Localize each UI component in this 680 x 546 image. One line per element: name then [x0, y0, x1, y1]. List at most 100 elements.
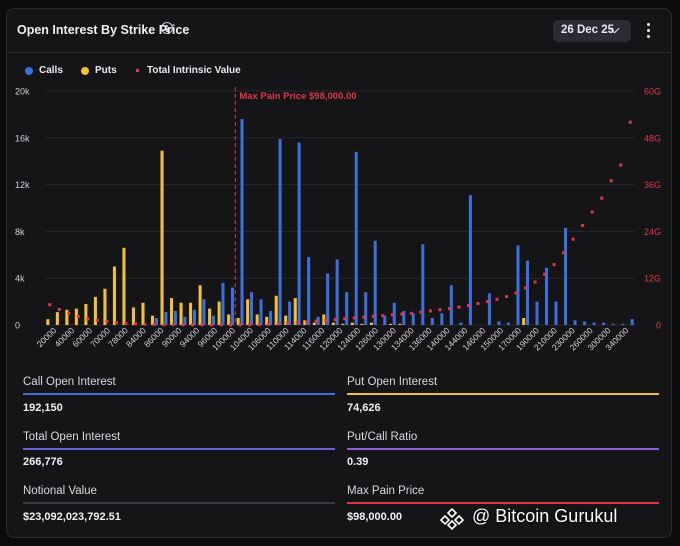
stat-line-max-pain [347, 502, 659, 504]
intrinsic-value-point [219, 323, 223, 327]
call-bar [440, 313, 444, 325]
intrinsic-value-point [609, 179, 613, 183]
call-bar [535, 301, 539, 325]
put-bar [293, 298, 297, 325]
stat-line-total-oi [23, 448, 335, 450]
put-bar [369, 322, 373, 325]
call-bar [316, 316, 320, 325]
intrinsic-value-point [305, 320, 309, 324]
intrinsic-value-point [333, 318, 337, 322]
intrinsic-value-point [476, 302, 480, 306]
call-bar [621, 323, 625, 325]
intrinsic-value-point [152, 322, 156, 326]
call-bar [259, 299, 263, 325]
intrinsic-value-point [486, 300, 489, 304]
put-bar [236, 317, 240, 325]
intrinsic-value-point [381, 314, 385, 318]
stat-line-call-oi [23, 393, 335, 395]
total-swatch-icon [136, 69, 139, 72]
stat-line-notional [23, 502, 335, 504]
call-bar [164, 312, 168, 325]
call-bar [278, 138, 282, 325]
intrinsic-value-point [533, 280, 537, 284]
intrinsic-value-point [238, 323, 242, 327]
call-bar [525, 260, 530, 325]
put-bar [74, 308, 78, 325]
call-bar [354, 151, 358, 325]
chart-title: Open Interest By Strike Price [17, 23, 190, 37]
call-bar [506, 322, 510, 325]
y-tick-label: 16k [15, 133, 30, 143]
call-bar [183, 316, 187, 325]
intrinsic-value-point [267, 322, 271, 326]
put-bar [388, 323, 392, 325]
call-bar [230, 287, 235, 325]
call-bar [383, 315, 387, 325]
call-bar [421, 244, 425, 325]
y2-tick-label: 0 [656, 321, 661, 331]
put-bar [112, 266, 116, 325]
y2-tick-label: 12G [644, 274, 661, 284]
put-bar [141, 302, 145, 325]
call-bar [173, 310, 177, 325]
intrinsic-value-point [57, 307, 61, 311]
intrinsic-value-point [86, 317, 90, 321]
stat-value-notional: $23,092,023,792.51 [23, 511, 121, 523]
put-bar [255, 314, 259, 325]
intrinsic-value-point [229, 323, 233, 327]
call-bar [221, 282, 225, 325]
call-bar [211, 315, 215, 325]
calls-swatch-icon [25, 67, 33, 75]
intrinsic-value-point [628, 120, 632, 124]
more-options-icon[interactable] [643, 22, 655, 40]
intrinsic-value-point [514, 291, 518, 295]
put-bar [170, 298, 174, 325]
info-icon[interactable] [161, 22, 173, 34]
put-bar [131, 307, 136, 325]
call-bar [554, 301, 558, 325]
stat-label-put-oi: Put Open Interest [347, 376, 438, 388]
call-bar [202, 299, 206, 325]
intrinsic-value-point [352, 316, 356, 320]
call-bar [297, 142, 301, 325]
intrinsic-value-point [457, 305, 461, 309]
intrinsic-value-point [590, 210, 594, 214]
intrinsic-value-point [95, 318, 99, 322]
put-bar [208, 308, 212, 325]
call-bar [402, 310, 406, 325]
expiry-date-dropdown[interactable]: 26 Dec 25 [553, 20, 631, 42]
stat-label-total-oi: Total Open Interest [23, 431, 121, 443]
call-bar [592, 322, 596, 325]
open-interest-chart: 0 4k 8k 12k 16k 20k 0 12G 24G 36G 48G 60G Max Pain P… [15, 87, 661, 353]
put-bar [84, 303, 88, 325]
intrinsic-value-point [362, 315, 366, 319]
chart-panel: Open Interest By Strike Price 26 Dec 25 … [6, 8, 672, 538]
y-tick-label: 8k [15, 227, 25, 237]
intrinsic-value-point [324, 318, 328, 322]
intrinsic-value-point [133, 322, 137, 326]
intrinsic-value-point [419, 310, 423, 314]
call-bar [154, 317, 158, 325]
call-bar [307, 257, 311, 325]
intrinsic-value-point [447, 307, 451, 311]
put-bar [65, 309, 69, 325]
intrinsic-value-point [191, 323, 194, 327]
call-bar [468, 195, 472, 325]
intrinsic-value-point [286, 321, 290, 325]
put-bar [331, 322, 335, 325]
intrinsic-value-point [390, 313, 394, 317]
intrinsic-value-point [200, 323, 204, 327]
intrinsic-value-point [76, 314, 80, 318]
put-bar [46, 319, 50, 325]
call-bar [345, 292, 349, 325]
intrinsic-value-point [400, 312, 404, 316]
intrinsic-value-point [543, 272, 547, 276]
put-bar [341, 323, 345, 325]
call-bar [411, 313, 415, 325]
intrinsic-value-point [48, 303, 52, 307]
stat-value-max-pain: $98,000.00 [347, 511, 403, 523]
call-bar [516, 245, 520, 325]
legend-calls-label: Calls [39, 65, 63, 76]
intrinsic-value-point [143, 322, 147, 326]
put-bar [274, 295, 278, 325]
